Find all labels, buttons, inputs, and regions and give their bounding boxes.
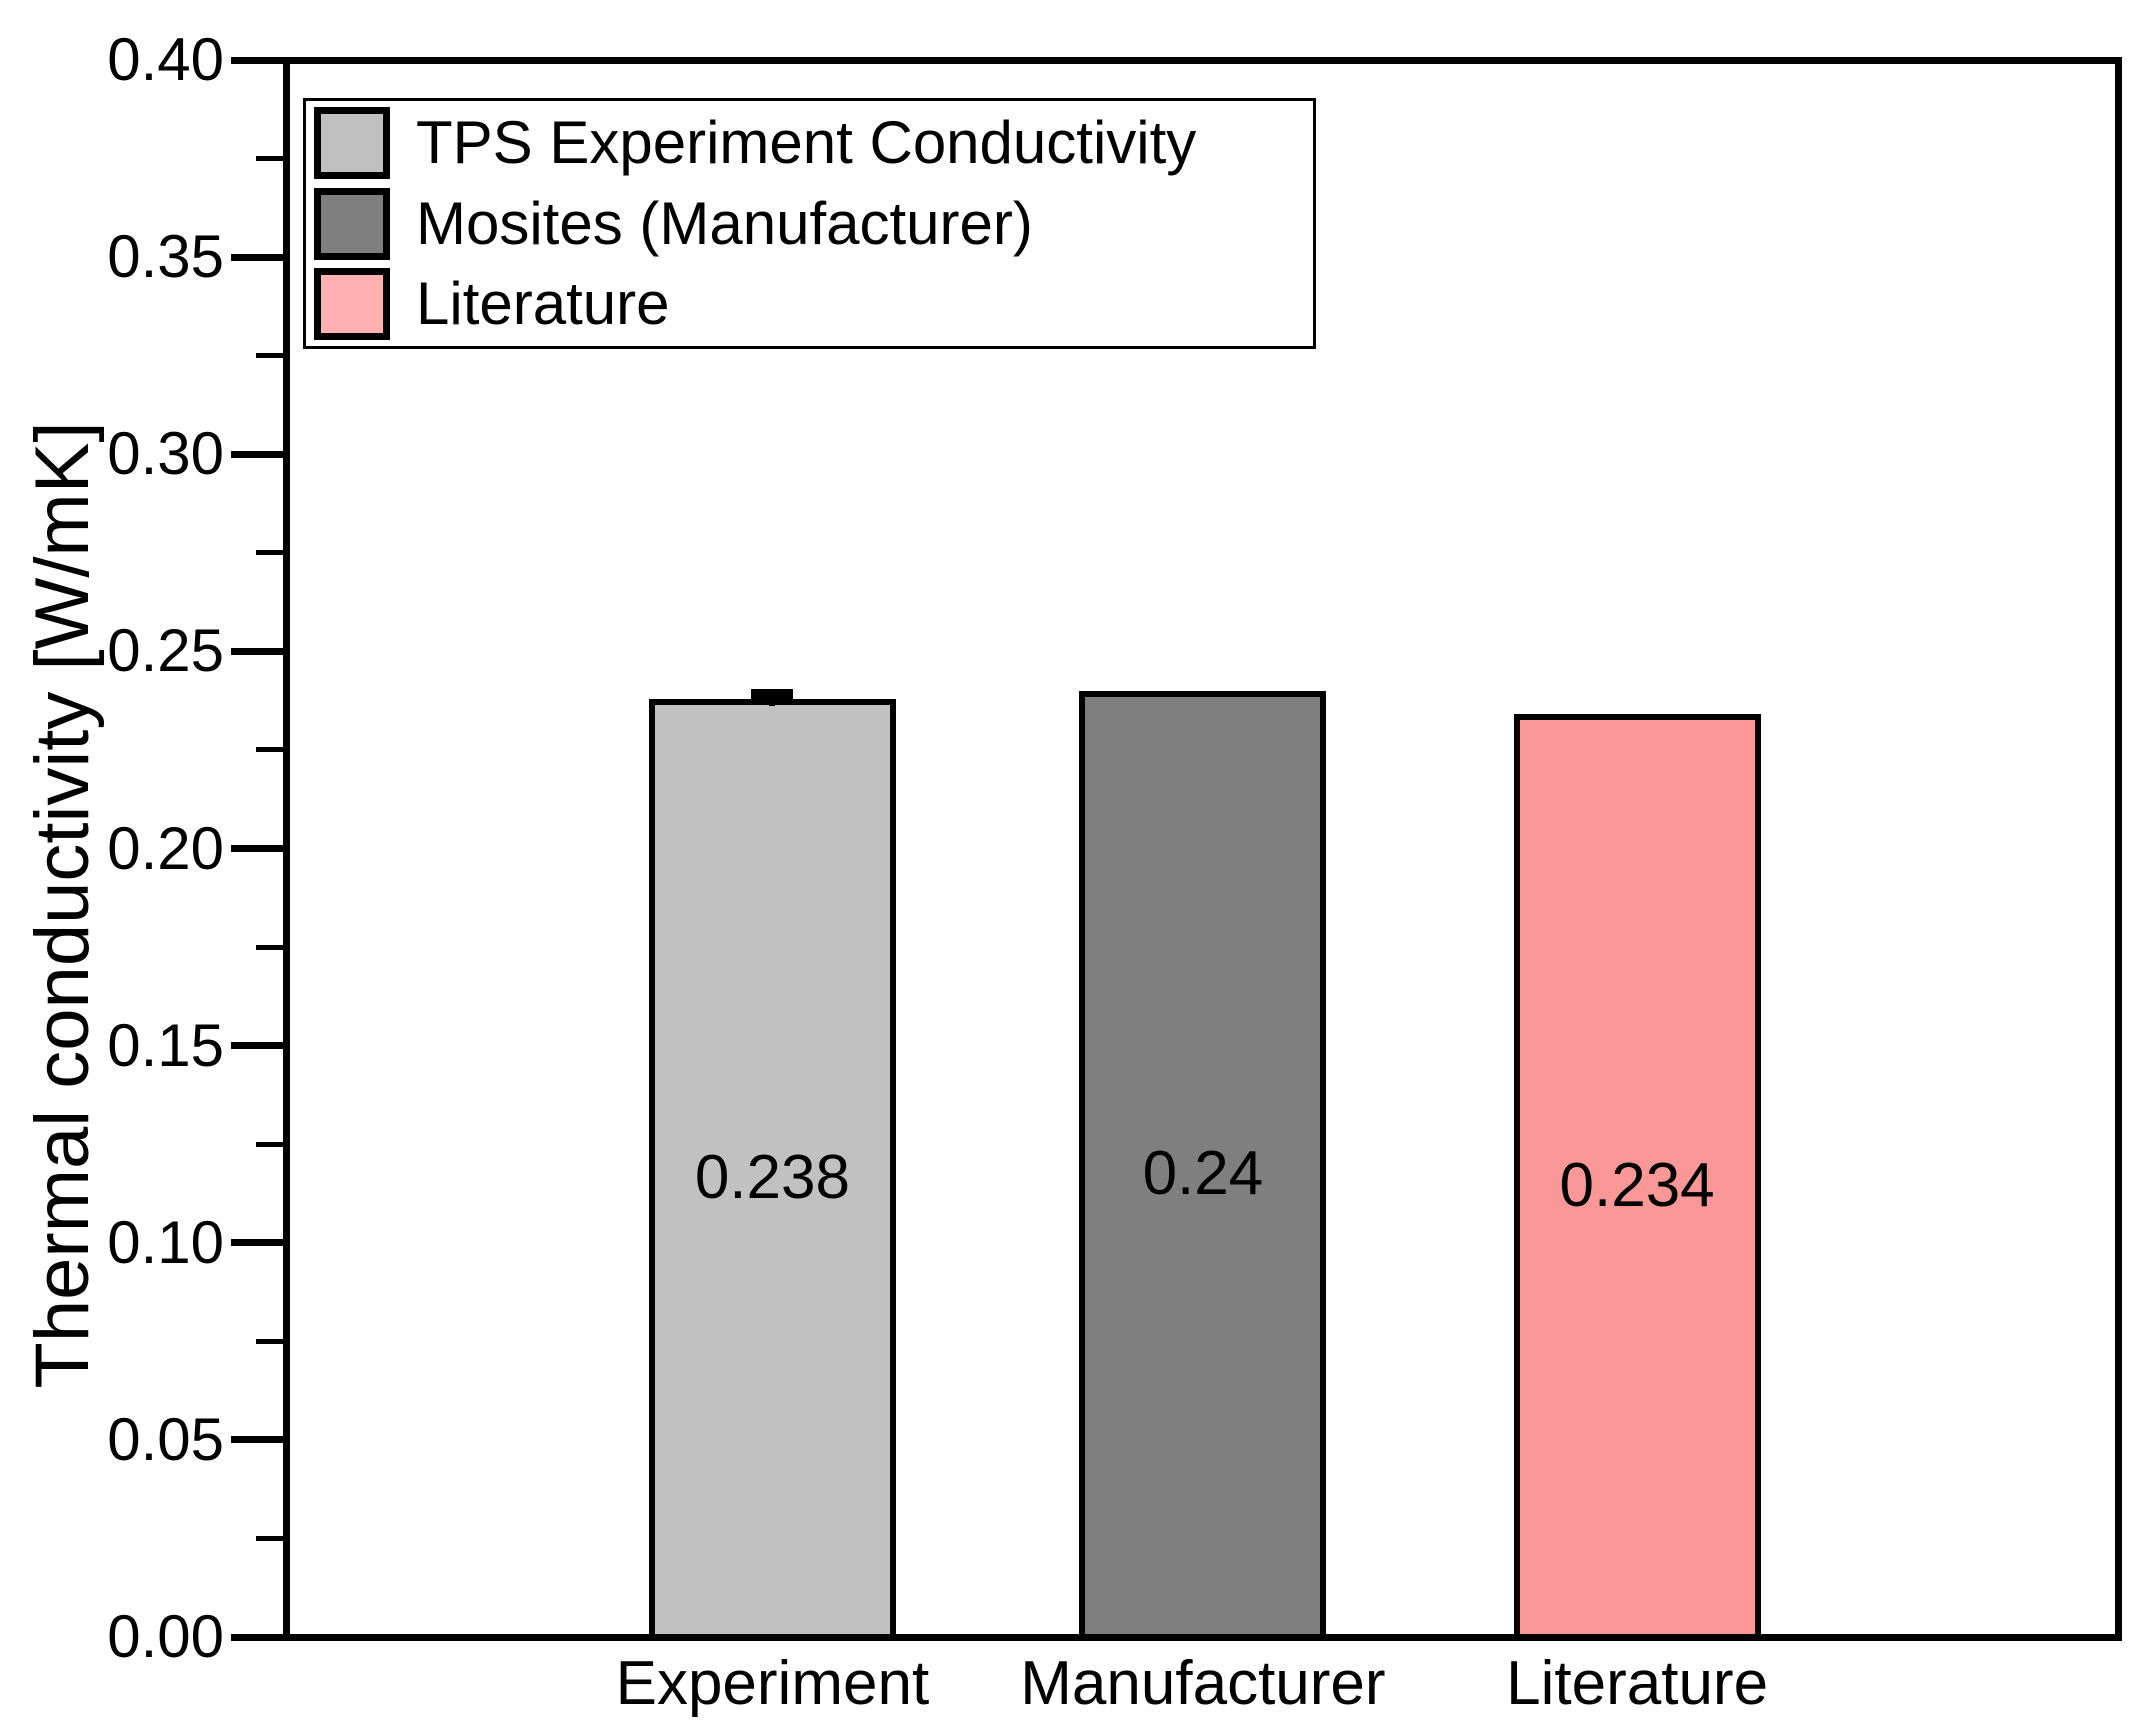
legend-swatch [314, 187, 390, 260]
y-axis-tick-label: 0.40 [107, 26, 224, 93]
y-axis-minor-tick [256, 747, 286, 753]
y-axis-tick [231, 845, 286, 852]
bar-value-label: 0.238 [694, 1142, 850, 1212]
y-axis-tick-label: 0.10 [107, 1208, 224, 1276]
y-axis-tick-label: 0.00 [107, 1603, 224, 1670]
bar-value-label: 0.24 [1142, 1138, 1264, 1208]
legend: TPS Experiment Conductivity Mosites (Manu… [303, 98, 1316, 349]
y-axis-title: Thermal conductivity [W/mK] [20, 421, 105, 1389]
y-axis-minor-tick [256, 156, 286, 162]
y-axis-minor-tick [256, 550, 286, 556]
x-axis-label-manufacturer: Manufacturer [1020, 1649, 1386, 1718]
y-axis-minor-tick [256, 353, 286, 359]
y-axis-minor-tick [256, 1535, 286, 1541]
legend-label: Literature [416, 270, 670, 338]
y-axis-minor-tick [256, 1338, 286, 1344]
y-axis-tick [231, 647, 286, 655]
bar-literature [1513, 714, 1761, 1640]
y-axis-tick [231, 1436, 286, 1444]
y-axis-tick-label: 0.25 [107, 617, 224, 685]
bar-value-label: 0.234 [1559, 1150, 1715, 1220]
legend-label: TPS Experiment Conductivity [416, 108, 1197, 176]
legend-swatch [314, 106, 390, 179]
y-axis-tick-label: 0.20 [107, 814, 224, 882]
y-axis-tick [231, 450, 286, 458]
legend-item: Literature [314, 265, 1313, 343]
y-axis-tick [231, 253, 286, 261]
y-axis-minor-tick [256, 1141, 286, 1147]
y-axis-tick [231, 56, 286, 64]
x-axis-label-literature: Literature [1506, 1649, 1769, 1718]
y-axis-minor-tick [256, 944, 286, 950]
legend-swatch [314, 268, 390, 341]
bar-manufacturer [1079, 690, 1327, 1640]
y-axis-tick-label: 0.15 [107, 1011, 224, 1079]
y-axis-tick [231, 1042, 286, 1050]
error-bar-cap [751, 688, 794, 705]
x-axis-label-experiment: Experiment [615, 1649, 930, 1718]
legend-item: Mosites (Manufacturer) [314, 185, 1313, 263]
y-axis-tick-label: 0.30 [107, 420, 224, 488]
legend-item: TPS Experiment Conductivity [314, 104, 1313, 182]
y-axis-tick-label: 0.05 [107, 1405, 224, 1473]
bar-experiment [648, 698, 896, 1640]
y-axis-tick-label: 0.35 [107, 223, 224, 291]
y-axis-tick [231, 1633, 286, 1641]
legend-label: Mosites (Manufacturer) [416, 189, 1033, 257]
y-axis-tick [231, 1239, 286, 1247]
